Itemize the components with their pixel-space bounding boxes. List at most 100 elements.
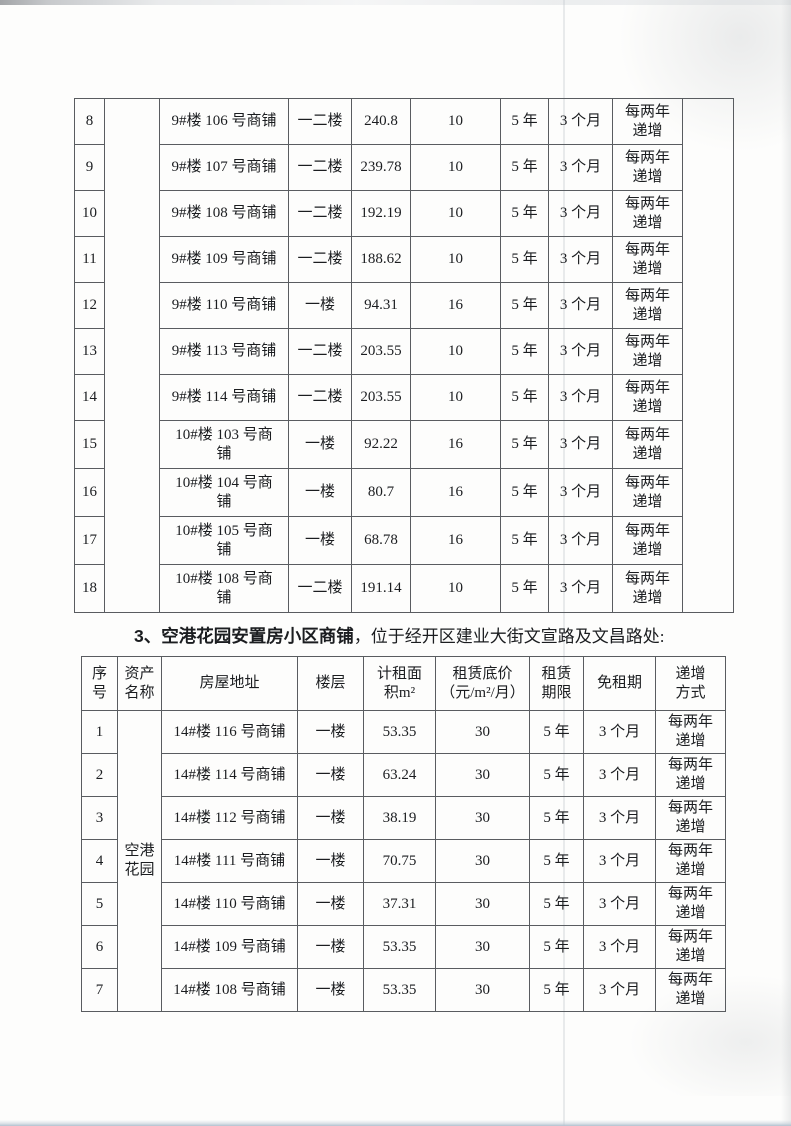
base-price-cell: 30	[435, 839, 530, 883]
serial-number-cell: 15	[74, 420, 105, 469]
lease-term-cell: 5 年	[500, 516, 549, 565]
serial-number-cell: 9	[74, 144, 105, 191]
area-cell: 240.8	[351, 98, 411, 145]
base-price-cell: 10	[410, 236, 501, 283]
increase-mode-cell: 每两年 递增	[612, 374, 683, 421]
rent-free-cell: 3 个月	[548, 374, 613, 421]
section-number: 3、	[134, 626, 162, 646]
floor-cell: 一二楼	[288, 190, 352, 237]
address-cell: 9#楼 106 号商铺	[159, 98, 289, 145]
address-cell: 14#楼 110 号商铺	[161, 882, 298, 926]
increase-mode-cell: 每两年 递增	[655, 968, 726, 1012]
rent-free-cell: 3 个月	[548, 328, 613, 375]
asset-name-merged-cell: 空港 花园	[117, 710, 162, 1012]
lease-term-cell: 5 年	[529, 925, 584, 969]
area-cell: 192.19	[351, 190, 411, 237]
base-price-cell: 30	[435, 710, 530, 754]
asset-name-merged-cell	[104, 98, 160, 613]
section-heading: 3、空港花园安置房小区商铺，位于经开区建业大街文宣路及文昌路处:	[134, 622, 664, 651]
area-cell: 188.62	[351, 236, 411, 283]
area-cell: 239.78	[351, 144, 411, 191]
base-price-cell: 10	[410, 190, 501, 237]
lease-term-cell: 5 年	[500, 144, 549, 191]
increase-mode-cell: 每两年 递增	[612, 190, 683, 237]
rent-free-cell: 3 个月	[548, 236, 613, 283]
lease-term-cell: 5 年	[500, 374, 549, 421]
address-cell: 14#楼 109 号商铺	[161, 925, 298, 969]
area-cell: 203.55	[351, 328, 411, 375]
base-price-cell: 30	[435, 882, 530, 926]
increase-mode-cell: 每两年 递增	[655, 839, 726, 883]
base-price-cell: 30	[435, 753, 530, 797]
base-price-cell: 30	[435, 925, 530, 969]
area-cell: 63.24	[363, 753, 436, 797]
lease-term-cell: 5 年	[500, 282, 549, 329]
area-cell: 70.75	[363, 839, 436, 883]
area-cell: 203.55	[351, 374, 411, 421]
column-header: 房屋地址	[161, 656, 298, 711]
rent-free-cell: 3 个月	[583, 925, 656, 969]
scan-artifact-bottom-edge	[0, 1120, 791, 1126]
lease-term-cell: 5 年	[529, 839, 584, 883]
column-header: 递增 方式	[655, 656, 726, 711]
lease-term-cell: 5 年	[500, 190, 549, 237]
serial-number-cell: 1	[81, 710, 118, 754]
floor-cell: 一楼	[288, 282, 352, 329]
address-cell: 9#楼 109 号商铺	[159, 236, 289, 283]
column-header: 资产 名称	[117, 656, 162, 711]
base-price-cell: 10	[410, 564, 501, 613]
serial-number-cell: 10	[74, 190, 105, 237]
serial-number-cell: 11	[74, 236, 105, 283]
address-cell: 10#楼 105 号商 铺	[159, 516, 289, 565]
column-header: 租赁 期限	[529, 656, 584, 711]
rent-free-cell: 3 个月	[583, 796, 656, 840]
column-header: 租赁底价 （元/m²/月）	[435, 656, 530, 711]
address-cell: 10#楼 104 号商 铺	[159, 468, 289, 517]
serial-number-cell: 2	[81, 753, 118, 797]
increase-mode-cell: 每两年 递增	[612, 564, 683, 613]
address-cell: 9#楼 110 号商铺	[159, 282, 289, 329]
floor-cell: 一楼	[288, 516, 352, 565]
floor-cell: 一二楼	[288, 144, 352, 191]
lease-term-cell: 5 年	[500, 468, 549, 517]
section-description: ，位于经开区建业大街文宣路及文昌路处:	[353, 627, 665, 646]
blank-merged-cell	[682, 98, 734, 613]
rent-free-cell: 3 个月	[548, 190, 613, 237]
lease-term-cell: 5 年	[500, 328, 549, 375]
floor-cell: 一楼	[297, 796, 364, 840]
lease-term-cell: 5 年	[529, 710, 584, 754]
area-cell: 191.14	[351, 564, 411, 613]
serial-number-cell: 18	[74, 564, 105, 613]
address-cell: 9#楼 108 号商铺	[159, 190, 289, 237]
floor-cell: 一楼	[297, 925, 364, 969]
increase-mode-cell: 每两年 递增	[612, 98, 683, 145]
area-cell: 53.35	[363, 710, 436, 754]
area-cell: 68.78	[351, 516, 411, 565]
address-cell: 14#楼 112 号商铺	[161, 796, 298, 840]
base-price-cell: 10	[410, 328, 501, 375]
serial-number-cell: 7	[81, 968, 118, 1012]
area-cell: 38.19	[363, 796, 436, 840]
base-price-cell: 10	[410, 144, 501, 191]
column-header: 计租面 积m²	[363, 656, 436, 711]
area-cell: 37.31	[363, 882, 436, 926]
lease-term-cell: 5 年	[500, 564, 549, 613]
area-cell: 53.35	[363, 968, 436, 1012]
